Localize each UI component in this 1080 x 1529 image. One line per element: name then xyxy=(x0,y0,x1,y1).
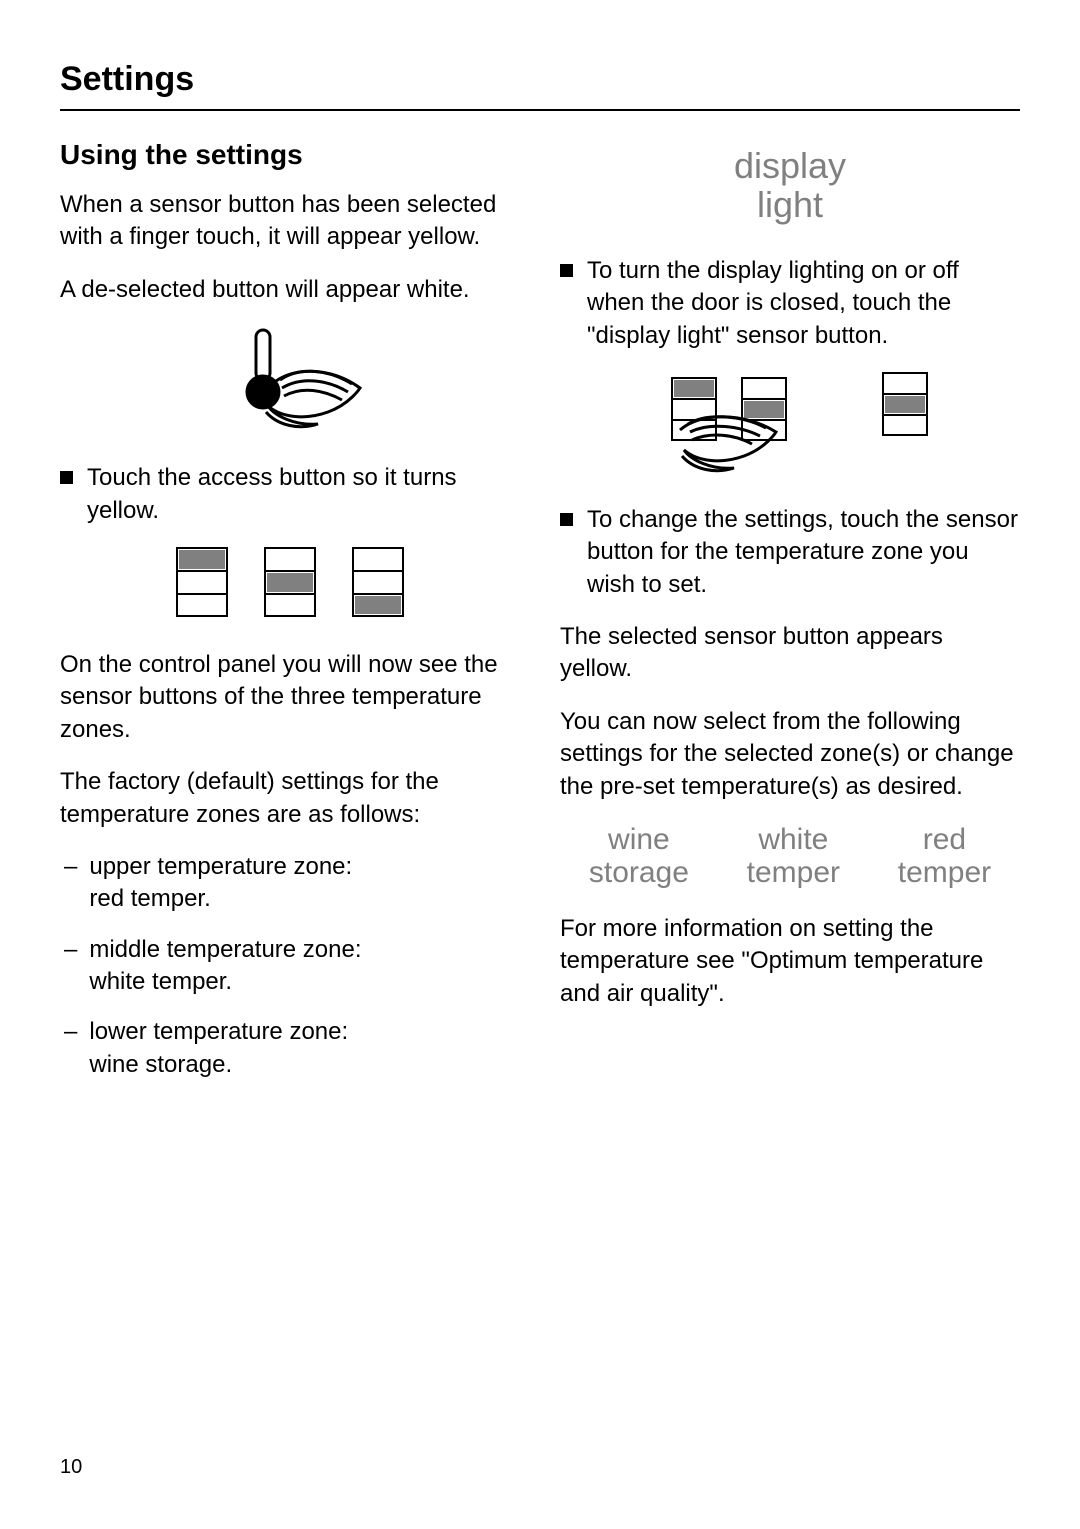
dash-icon: – xyxy=(64,934,77,966)
square-bullet-icon xyxy=(60,471,73,484)
right-column: display light To turn the display lighti… xyxy=(560,139,1020,1099)
figure-finger-touch-thermometer xyxy=(60,326,520,436)
finger-touch-zone-icon xyxy=(652,372,822,482)
bullet-text: To turn the display lighting on or off w… xyxy=(587,255,1020,352)
more-info-paragraph: For more information on setting the temp… xyxy=(560,913,1020,1010)
zone-middle-icon-standalone xyxy=(882,372,928,436)
intro-paragraph-1: When a sensor button has been selected w… xyxy=(60,189,520,254)
intro-paragraph-2: A de-selected button will appear white. xyxy=(60,274,520,306)
zone-middle-icon xyxy=(264,547,316,617)
dash-line-2: white temper. xyxy=(89,968,232,995)
factory-paragraph: The factory (default) settings for the t… xyxy=(60,766,520,831)
dash-text: lower temperature zone: wine storage. xyxy=(89,1016,348,1081)
subheading-using-settings: Using the settings xyxy=(60,139,520,171)
zone-upper-icon xyxy=(176,547,228,617)
dash-item-middle: – middle temperature zone: white temper. xyxy=(60,934,520,999)
finger-touch-thermometer-icon xyxy=(210,326,370,436)
bullet-change-settings: To change the settings, touch the sensor… xyxy=(560,504,1020,601)
zone-label-red-temper: red temper xyxy=(898,823,991,889)
zone-label-bot: temper xyxy=(747,856,840,889)
panel-paragraph: On the control panel you will now see th… xyxy=(60,649,520,746)
dash-line-1: middle temperature zone: xyxy=(89,936,361,963)
zone-label-top: white xyxy=(747,823,840,856)
left-column: Using the settings When a sensor button … xyxy=(60,139,520,1099)
dash-item-upper: – upper temperature zone: red temper. xyxy=(60,851,520,916)
dash-line-1: lower temperature zone: xyxy=(89,1018,348,1045)
dash-icon: – xyxy=(64,1016,77,1048)
dash-text: upper temperature zone: red temper. xyxy=(89,851,352,916)
dash-icon: – xyxy=(64,851,77,883)
dash-line-2: red temper. xyxy=(89,885,210,912)
dash-text: middle temperature zone: white temper. xyxy=(89,934,361,999)
display-light-line-1: display xyxy=(560,147,1020,186)
zone-label-bot: temper xyxy=(898,856,991,889)
dash-item-lower: – lower temperature zone: wine storage. xyxy=(60,1016,520,1081)
zone-label-wine-storage: wine storage xyxy=(589,823,689,889)
square-bullet-icon xyxy=(560,513,573,526)
display-light-line-2: light xyxy=(560,186,1020,225)
selected-yellow-paragraph: The selected sensor button appears yello… xyxy=(560,621,1020,686)
select-following-paragraph: You can now select from the following se… xyxy=(560,706,1020,803)
zone-label-top: red xyxy=(898,823,991,856)
figure-touch-zone-pair xyxy=(560,372,1020,482)
dash-line-2: wine storage. xyxy=(89,1051,232,1078)
zone-lower-icon xyxy=(352,547,404,617)
page-number: 10 xyxy=(60,1456,82,1479)
zone-label-top: wine xyxy=(589,823,689,856)
zone-label-white-temper: white temper xyxy=(747,823,840,889)
zone-label-bot: storage xyxy=(589,856,689,889)
bullet-text: Touch the access button so it turns yell… xyxy=(87,462,520,527)
zone-mode-labels: wine storage white temper red temper xyxy=(560,823,1020,889)
bullet-touch-access: Touch the access button so it turns yell… xyxy=(60,462,520,527)
dash-line-1: upper temperature zone: xyxy=(89,853,352,880)
bullet-turn-lighting: To turn the display lighting on or off w… xyxy=(560,255,1020,352)
page-title: Settings xyxy=(60,60,1020,111)
bullet-text: To change the settings, touch the sensor… xyxy=(587,504,1020,601)
zone-icons-row xyxy=(60,547,520,617)
two-column-layout: Using the settings When a sensor button … xyxy=(60,139,1020,1099)
square-bullet-icon xyxy=(560,264,573,277)
display-light-label: display light xyxy=(560,147,1020,225)
